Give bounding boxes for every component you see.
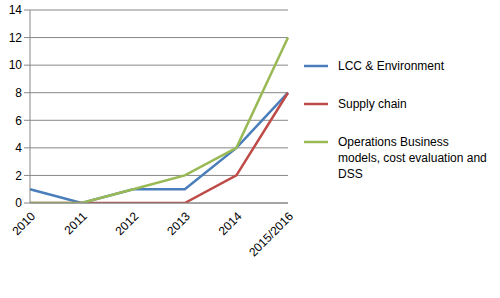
svg-text:2011: 2011 [62,209,90,237]
svg-text:14: 14 [9,3,23,17]
svg-text:2010: 2010 [9,209,38,238]
svg-text:2013: 2013 [164,209,193,238]
svg-text:12: 12 [9,31,23,45]
svg-text:8: 8 [15,86,22,100]
svg-text:6: 6 [15,114,22,128]
svg-text:2015/2016: 2015/2016 [246,209,296,259]
svg-text:2: 2 [15,169,22,183]
html-text:Operations Business models, co: Operations Business models, cost evaluat… [338,135,487,181]
html-text:Supply chain: Supply chain [338,97,407,111]
svg-text:4: 4 [15,141,22,155]
svg-text:2014: 2014 [216,209,245,238]
svg-text:10: 10 [9,58,23,72]
html-text:LCC & Environment: LCC & Environment [338,59,444,73]
svg-text:2012: 2012 [113,209,142,238]
svg-text:0: 0 [15,196,22,210]
